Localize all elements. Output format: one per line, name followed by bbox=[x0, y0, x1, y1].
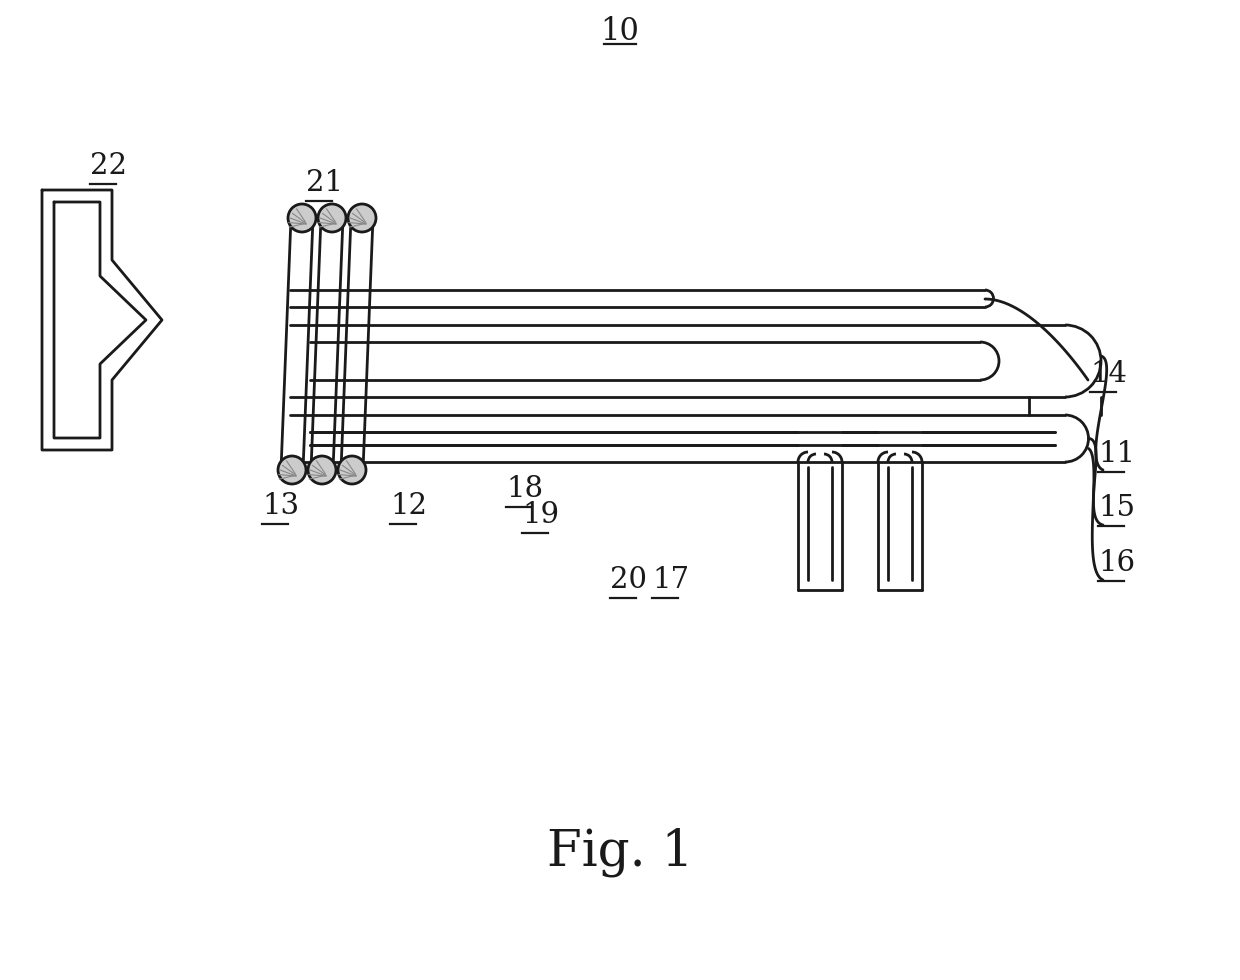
Circle shape bbox=[308, 456, 336, 484]
Circle shape bbox=[288, 204, 316, 232]
Circle shape bbox=[317, 204, 346, 232]
Text: 19: 19 bbox=[522, 501, 559, 529]
Text: Fig. 1: Fig. 1 bbox=[547, 827, 693, 877]
Text: 14: 14 bbox=[1090, 360, 1127, 388]
Circle shape bbox=[278, 456, 306, 484]
Text: 20: 20 bbox=[610, 566, 647, 594]
Text: 15: 15 bbox=[1097, 494, 1135, 522]
Text: 18: 18 bbox=[506, 475, 543, 503]
Text: 16: 16 bbox=[1097, 549, 1135, 577]
Text: 21: 21 bbox=[306, 169, 343, 197]
Text: 17: 17 bbox=[652, 566, 689, 594]
Text: 10: 10 bbox=[600, 17, 640, 47]
Circle shape bbox=[339, 456, 366, 484]
Circle shape bbox=[348, 204, 376, 232]
Text: 22: 22 bbox=[91, 152, 126, 180]
Text: 11: 11 bbox=[1097, 440, 1135, 468]
Text: 12: 12 bbox=[391, 492, 427, 520]
Text: 13: 13 bbox=[262, 492, 299, 520]
